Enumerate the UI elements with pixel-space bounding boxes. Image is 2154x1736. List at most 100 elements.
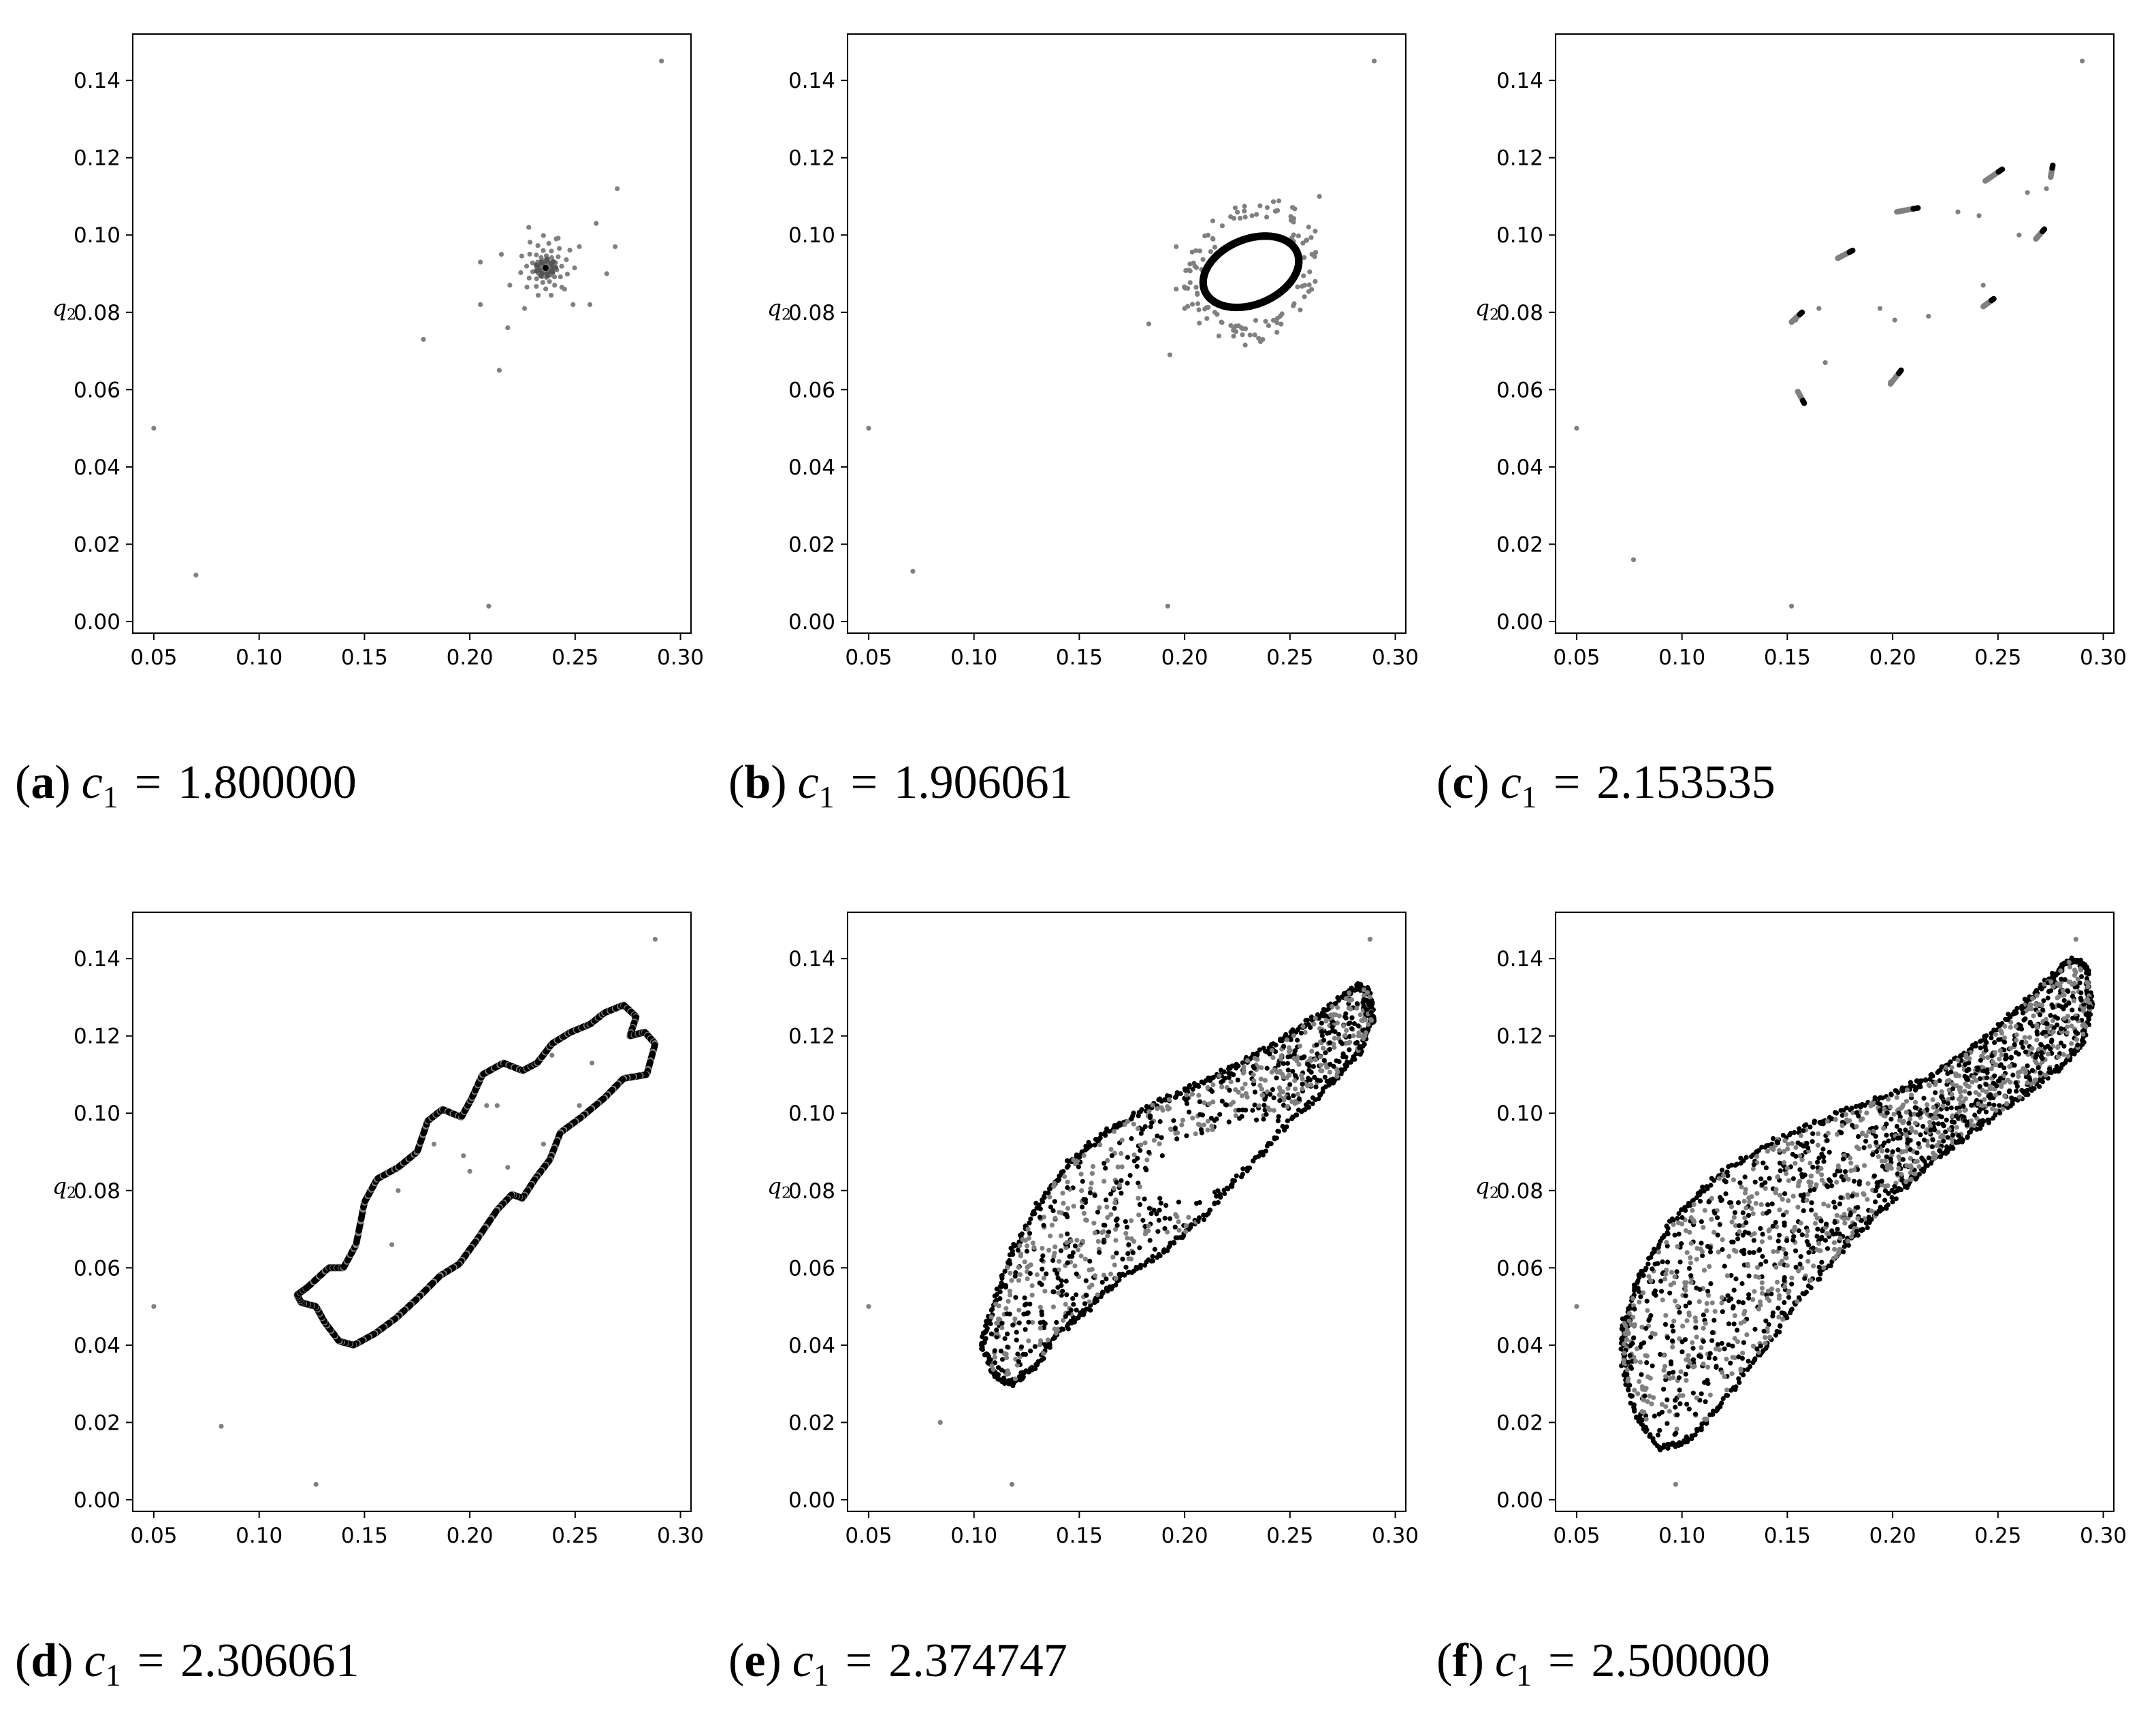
x-tick-label: 0.25 xyxy=(1974,1524,2021,1548)
chaotic-point xyxy=(1229,1183,1234,1188)
chaotic-point xyxy=(1279,1054,1284,1059)
chaotic-point xyxy=(1159,1201,1163,1206)
chaotic-point xyxy=(1318,1055,1323,1059)
chaotic-point xyxy=(1810,1139,1815,1144)
chaotic-point xyxy=(1005,1265,1010,1270)
chaotic-point xyxy=(1227,1088,1232,1093)
chaotic-point xyxy=(1019,1345,1024,1349)
chaotic-point xyxy=(1080,1239,1085,1244)
chaotic-point xyxy=(1088,1186,1093,1191)
chaotic-point xyxy=(1349,1016,1354,1020)
caption-equals: = xyxy=(846,1635,872,1687)
boundary-point xyxy=(1690,1433,1694,1438)
y-tick-label: 0.00 xyxy=(788,1488,835,1513)
chaotic-point xyxy=(1833,1117,1838,1122)
chaotic-point xyxy=(1129,1218,1134,1223)
chaotic-point xyxy=(1334,1074,1339,1079)
boundary-point xyxy=(1065,1323,1070,1328)
chaotic-point xyxy=(1760,1254,1765,1259)
chaotic-point xyxy=(1123,1265,1128,1270)
boundary-point xyxy=(1665,1446,1670,1451)
chaotic-point xyxy=(1844,1112,1848,1117)
chaotic-point xyxy=(1083,1257,1088,1261)
halo-point xyxy=(1228,214,1233,219)
chaotic-point xyxy=(1764,1166,1769,1170)
chaotic-point xyxy=(1240,1093,1244,1098)
chaotic-point xyxy=(1820,1178,1825,1183)
chaotic-point xyxy=(1856,1146,1861,1151)
chaotic-point xyxy=(1895,1124,1899,1129)
chaotic-point xyxy=(1964,1077,1969,1082)
chaotic-point xyxy=(1357,1045,1362,1050)
y-tick-label: 0.08 xyxy=(74,301,120,325)
chaotic-point xyxy=(1641,1340,1646,1345)
chaotic-point xyxy=(1028,1271,1033,1276)
boundary-point xyxy=(1104,1287,1109,1291)
panel-caption: (b)c1=1.906061 xyxy=(728,756,1073,815)
chaotic-point xyxy=(1819,1172,1824,1177)
chaotic-point xyxy=(1125,1180,1129,1185)
chaotic-point xyxy=(1174,1136,1179,1141)
x-tick-label: 0.25 xyxy=(1266,645,1313,670)
chaotic-point xyxy=(1752,1238,1756,1243)
chaotic-point xyxy=(1046,1338,1050,1343)
chaotic-point xyxy=(1804,1198,1809,1203)
chaotic-point xyxy=(1650,1364,1655,1368)
spiral-point xyxy=(524,285,529,289)
chaotic-point xyxy=(1072,1204,1076,1208)
chaotic-point xyxy=(1789,1282,1794,1287)
chaotic-point xyxy=(1786,1142,1790,1146)
chaotic-point xyxy=(1815,1227,1820,1232)
chaotic-point xyxy=(1097,1142,1102,1147)
chaotic-point xyxy=(1341,1023,1346,1028)
chaotic-point xyxy=(2002,1065,2006,1070)
chaotic-point xyxy=(1738,1366,1743,1371)
caption-equals: = xyxy=(138,1635,164,1687)
chaotic-point xyxy=(1755,1265,1760,1270)
y-tick-label: 0.06 xyxy=(788,378,835,402)
chaotic-point xyxy=(1179,1123,1184,1127)
y-tick-label: 0.08 xyxy=(1496,301,1543,325)
halo-point xyxy=(1253,318,1258,323)
spiral-point xyxy=(528,240,532,244)
chaotic-point xyxy=(1767,1176,1772,1180)
chaotic-point xyxy=(1348,1006,1353,1011)
boundary-point xyxy=(1658,1239,1662,1244)
chaotic-point xyxy=(2041,998,2046,1003)
chaotic-point xyxy=(1289,1099,1294,1104)
chaotic-point xyxy=(1097,1205,1102,1210)
chaotic-point xyxy=(1189,1222,1193,1227)
chaotic-point xyxy=(1684,1304,1688,1308)
chaotic-point xyxy=(1673,1233,1677,1238)
chaotic-point xyxy=(1328,1070,1332,1074)
chaotic-point xyxy=(1206,1119,1210,1123)
chaotic-point xyxy=(1300,1082,1304,1087)
boundary-point xyxy=(1725,1393,1730,1398)
transient-point xyxy=(497,368,502,372)
chaotic-point xyxy=(1177,1228,1182,1233)
chaotic-point xyxy=(1025,1276,1030,1281)
chaotic-point xyxy=(1809,1208,1814,1212)
chaotic-point xyxy=(1180,1118,1185,1123)
chaotic-point xyxy=(1093,1273,1097,1278)
x-tick-label: 0.05 xyxy=(845,645,892,670)
chaotic-point xyxy=(1023,1327,1028,1332)
chaotic-point xyxy=(1137,1245,1142,1250)
boundary-point xyxy=(1842,1244,1847,1249)
chaotic-point xyxy=(1119,1178,1123,1183)
chaotic-point xyxy=(1799,1193,1803,1197)
chaotic-point xyxy=(1026,1338,1031,1343)
chaotic-point xyxy=(1005,1345,1010,1349)
chaotic-point xyxy=(1197,1123,1202,1127)
chaotic-point xyxy=(1648,1376,1653,1381)
boundary-point xyxy=(1967,1130,1972,1135)
chaotic-point xyxy=(1660,1410,1665,1415)
halo-point xyxy=(1185,304,1190,308)
chaotic-point xyxy=(1825,1231,1829,1236)
chaotic-point xyxy=(1319,1063,1323,1067)
x-tick-label: 0.15 xyxy=(341,645,388,670)
chaotic-point xyxy=(1110,1255,1115,1259)
boundary-point xyxy=(1643,1266,1648,1270)
chaotic-point xyxy=(1778,1208,1782,1212)
chaotic-point xyxy=(1862,1192,1867,1197)
